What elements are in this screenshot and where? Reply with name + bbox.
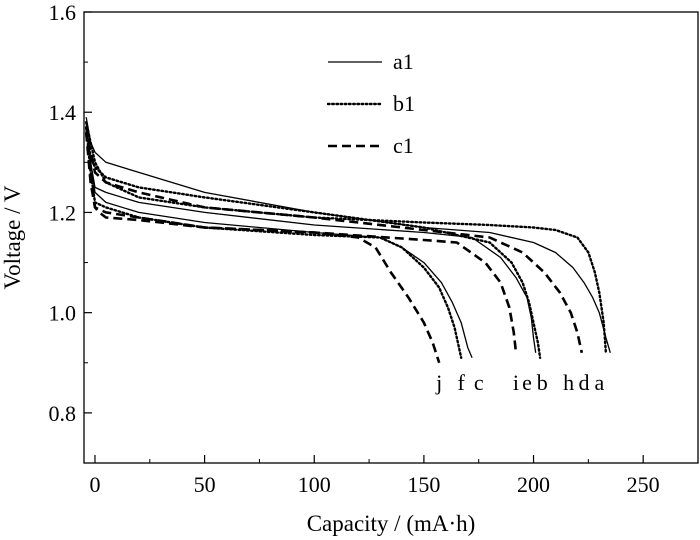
y-axis-label: Voltage / V [0, 185, 25, 289]
curve-label-i: i [513, 370, 519, 395]
x-tick-label: 50 [194, 472, 216, 497]
x-tick-label: 200 [517, 472, 550, 497]
curve-label-j: j [435, 370, 442, 395]
series-j-line [84, 132, 441, 364]
series-b-line [85, 126, 542, 359]
curve-label-b: b [537, 370, 548, 395]
y-tick-label: 1.0 [49, 301, 77, 326]
x-tick-label: 0 [89, 472, 100, 497]
y-tick-label: 1.4 [49, 100, 77, 125]
plot-frame [83, 11, 699, 464]
tick-labels: 0 50 100 150 200 250 0.8 1.0 1.2 1.4 1.6 [49, 0, 660, 497]
series-e-line [85, 122, 537, 353]
series-h-line [84, 127, 584, 354]
y-tick-label: 1.2 [49, 200, 77, 225]
x-tick-label: 150 [407, 472, 440, 497]
ticks [84, 11, 644, 463]
curves [84, 117, 611, 364]
y-tick-label: 0.8 [49, 401, 77, 426]
legend-label-b1: b1 [393, 91, 415, 116]
legend-label-c1: c1 [393, 133, 414, 158]
legend: a1 b1 c1 [326, 49, 415, 158]
curve-label-a: a [594, 370, 604, 395]
x-tick-label: 100 [298, 472, 331, 497]
x-tick-label: 250 [627, 472, 660, 497]
curve-label-f: f [458, 370, 466, 395]
curve-label-h: h [563, 370, 574, 395]
series-d-line [85, 121, 608, 354]
x-axis-label: Capacity / (mA·h) [307, 511, 476, 536]
curve-label-d: d [578, 370, 589, 395]
legend-label-a1: a1 [393, 49, 414, 74]
series-a-line [85, 117, 611, 353]
series-f-line [85, 126, 463, 359]
curve-label-c: c [474, 370, 484, 395]
y-tick-label: 1.6 [49, 0, 77, 25]
curve-label-e: e [522, 370, 532, 395]
